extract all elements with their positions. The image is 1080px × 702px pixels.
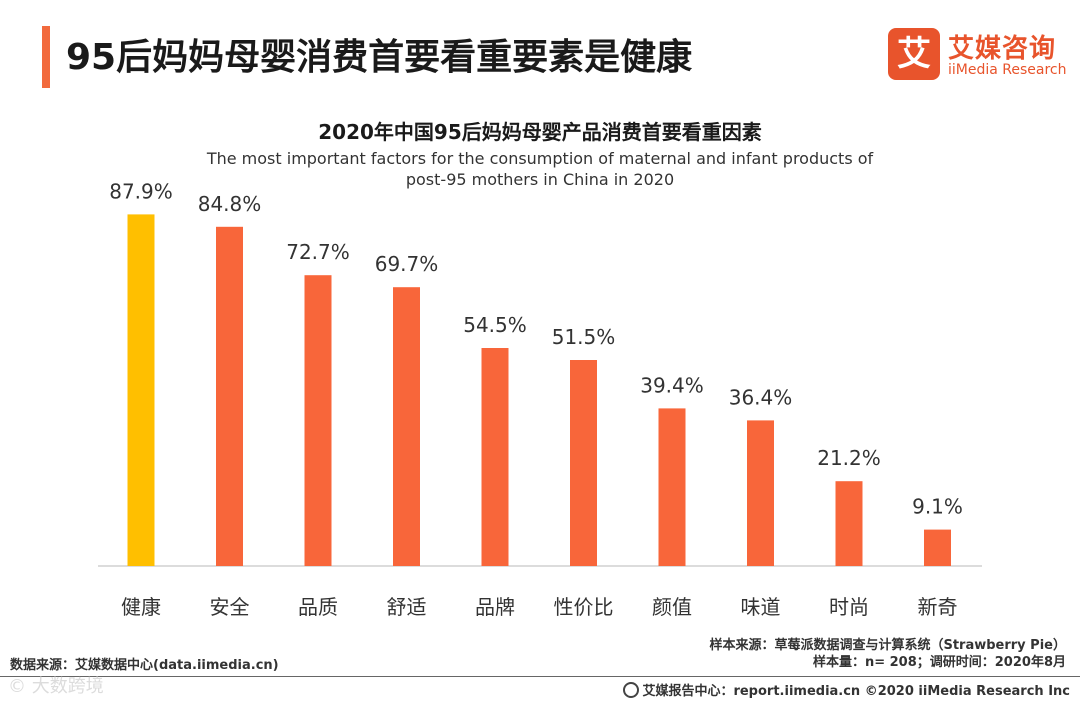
category-label-4: 品牌 [475, 595, 515, 619]
value-label-7: 36.4% [729, 385, 793, 409]
value-label-6: 39.4% [640, 373, 704, 397]
category-label-6: 颜值 [652, 595, 692, 619]
category-label-5: 性价比 [554, 595, 614, 619]
category-label-9: 新奇 [918, 595, 958, 619]
chart-subtitle: The most important factors for the consu… [140, 148, 940, 190]
page-title: 95后妈妈母婴消费首要看重要素是健康 [66, 37, 693, 78]
value-label-2: 72.7% [286, 240, 350, 264]
category-label-1: 安全 [210, 595, 250, 619]
value-label-4: 54.5% [463, 313, 527, 337]
logo-mark-icon: 艾 [888, 28, 940, 80]
category-label-8: 时尚 [829, 595, 869, 619]
category-label-0: 健康 [121, 595, 161, 619]
value-label-8: 21.2% [817, 446, 881, 470]
globe-icon [623, 682, 640, 698]
value-label-1: 84.8% [198, 192, 262, 216]
bar-9 [924, 529, 951, 566]
title-accent-bar [42, 26, 50, 88]
sample-source: 样本来源：草莓派数据调查与计算系统（Strawberry Pie） [709, 638, 1066, 653]
category-label-7: 味道 [741, 595, 781, 619]
logo-cn-text: 艾媒咨询 [948, 34, 1057, 64]
sample-info: 样本来源：草莓派数据调查与计算系统（Strawberry Pie） 样本量：n=… [709, 637, 1066, 671]
bar-7 [747, 420, 774, 566]
bar-0 [127, 214, 155, 566]
category-label-3: 舒适 [387, 595, 427, 619]
value-label-5: 51.5% [552, 325, 616, 349]
bar-2 [304, 275, 332, 566]
data-source: 数据来源：艾媒数据中心(data.iimedia.cn) [10, 658, 279, 673]
chart-title: 2020年中国95后妈妈母婴产品消费首要看重因素 [318, 120, 762, 144]
bar-3 [393, 287, 420, 566]
bar-4 [481, 348, 509, 566]
value-label-3: 69.7% [375, 252, 439, 276]
iimedia-logo: 艾 艾媒咨询 iiMedia Research [888, 28, 1067, 84]
watermark: © 大数跨境 [8, 676, 104, 697]
bar-5 [570, 360, 597, 566]
sample-size: 样本量：n= 208；调研时间：2020年8月 [812, 655, 1066, 670]
value-label-9: 9.1% [912, 495, 963, 519]
logo-en-text: iiMedia Research [948, 62, 1067, 78]
report-center: 艾媒报告中心：report.iimedia.cn ©2020 iiMedia R… [623, 680, 1070, 699]
value-label-0: 87.9% [109, 179, 173, 203]
footer-divider [0, 676, 1080, 677]
bar-chart: 87.9% 健康 84.8% 安全 72.7% 品质 69.7% 舒适 54.5% 品牌 51.5%… [98, 179, 982, 619]
chart-subtitle-line2: post-95 mothers in China in 2020 [405, 170, 675, 189]
chart-subtitle-line1: The most important factors for the consu… [206, 149, 874, 168]
bar-6 [658, 408, 686, 566]
report-center-text: 艾媒报告中心：report.iimedia.cn ©2020 iiMedia R… [642, 684, 1070, 699]
category-label-2: 品质 [298, 595, 338, 619]
bar-8 [835, 481, 863, 566]
bar-1 [216, 226, 243, 567]
